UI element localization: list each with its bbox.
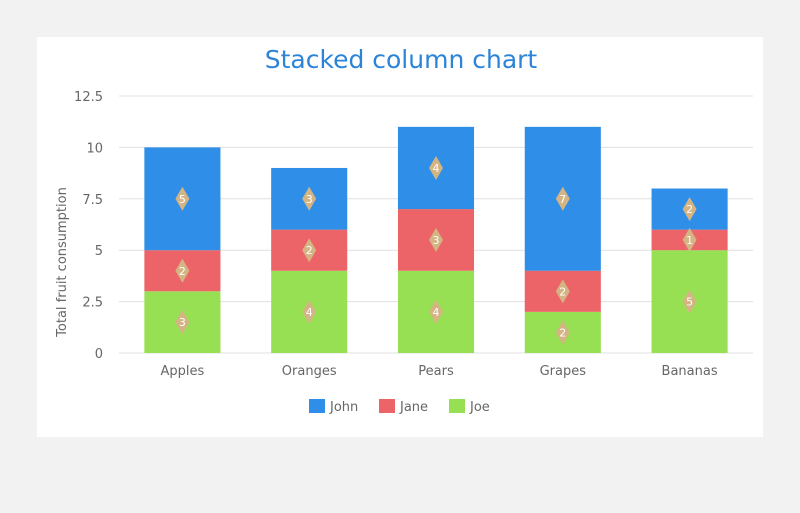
data-label-marker	[175, 186, 190, 211]
y-axis-label: Total fruit consumption	[55, 187, 70, 338]
data-label: 5	[179, 193, 186, 206]
legend-label-john[interactable]: John	[329, 400, 358, 415]
chart-title: Stacked column chart	[265, 45, 538, 74]
data-label: 4	[433, 162, 440, 175]
data-label-marker	[429, 155, 443, 180]
data-label-marker	[175, 258, 190, 283]
legend-label-joe[interactable]: Joe	[469, 400, 490, 415]
stacked-column-chart: Stacked column chart Total fruit consump…	[55, 45, 753, 415]
data-label: 4	[306, 306, 313, 319]
y-axis-ticks: 0 2.5 5 7.5 10 12.5	[74, 90, 103, 362]
y-tick-label: 5	[95, 244, 103, 259]
data-label-marker	[555, 186, 570, 211]
x-tick-label: Bananas	[662, 364, 718, 379]
data-label-marker	[682, 197, 697, 222]
data-label: 4	[433, 306, 440, 319]
x-tick-label: Apples	[161, 364, 205, 379]
data-label: 1	[686, 234, 693, 247]
legend-swatch-joe[interactable]	[449, 399, 465, 413]
data-label-marker	[682, 227, 697, 252]
data-label-marker	[302, 186, 317, 211]
data-label-marker	[555, 320, 570, 345]
data-label: 3	[433, 234, 440, 247]
x-tick-label: Grapes	[540, 364, 587, 379]
data-labels: 3 2 5 4 2 3 4 3 4 2 2 7 5 1 2	[175, 155, 697, 345]
legend-label-jane[interactable]: Jane	[399, 400, 428, 415]
data-label: 3	[306, 193, 313, 206]
data-label-marker	[682, 289, 697, 314]
y-tick-label: 10	[86, 141, 103, 156]
y-tick-label: 12.5	[74, 90, 103, 105]
chart-card: Stacked column chart Total fruit consump…	[37, 37, 763, 437]
data-label: 2	[306, 244, 313, 257]
data-label-marker	[302, 238, 317, 263]
data-label-marker	[555, 279, 570, 304]
data-label: 2	[559, 285, 566, 298]
legend-swatch-john[interactable]	[309, 399, 325, 413]
legend-swatch-jane[interactable]	[379, 399, 395, 413]
y-tick-label: 7.5	[82, 193, 103, 208]
data-label: 7	[559, 193, 566, 206]
y-tick-label: 0	[95, 347, 103, 362]
data-label-marker	[429, 227, 443, 252]
legend: John Jane Joe	[309, 399, 490, 415]
data-label-marker	[175, 310, 190, 335]
data-label-marker	[302, 299, 317, 324]
x-tick-label: Pears	[418, 364, 454, 379]
x-tick-label: Oranges	[282, 364, 337, 379]
data-label-marker	[429, 299, 443, 324]
data-label: 2	[686, 203, 693, 216]
data-label: 2	[559, 326, 566, 339]
data-label: 3	[179, 316, 186, 329]
data-label: 5	[686, 296, 693, 309]
data-label: 2	[179, 265, 186, 278]
x-axis-ticks: Apples Oranges Pears Grapes Bananas	[161, 364, 718, 379]
y-tick-label: 2.5	[82, 296, 103, 311]
